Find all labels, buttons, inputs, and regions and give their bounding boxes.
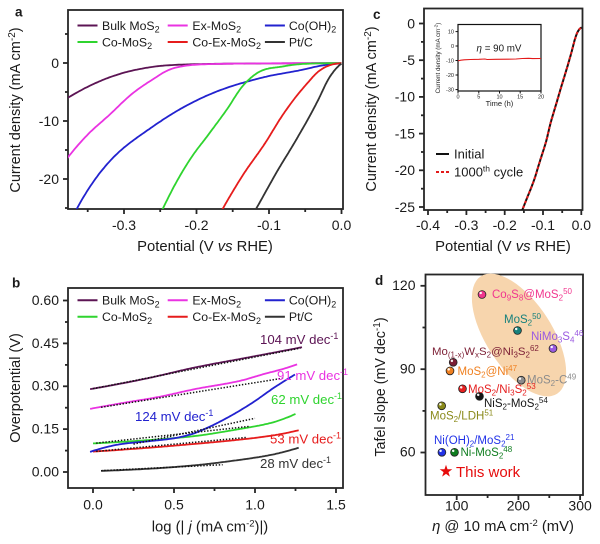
- svg-text:0.45: 0.45: [32, 335, 59, 351]
- svg-text:-20: -20: [39, 171, 59, 187]
- svg-text:Time (h): Time (h): [486, 99, 514, 108]
- svg-text:0.5: 0.5: [164, 497, 184, 513]
- svg-text:0.60: 0.60: [32, 292, 59, 308]
- svg-text:-0.3: -0.3: [454, 217, 478, 233]
- svg-text:Current density (mA cm-2​): Current density (mA cm-2​): [363, 26, 380, 191]
- svg-text:0.0: 0.0: [83, 497, 103, 513]
- svg-text:Current density (mA cm-2​): Current density (mA cm-2​): [7, 27, 24, 192]
- svg-text:Pt/C: Pt/C: [289, 35, 313, 49]
- svg-text:Ni(OH)2​/MoS2​21​: Ni(OH)2​/MoS2​21​: [434, 433, 515, 449]
- svg-text:120: 120: [392, 277, 416, 293]
- svg-text:-0.4: -0.4: [416, 217, 440, 233]
- svg-text:NiS2​-MoS2​54​: NiS2​-MoS2​54​: [484, 396, 548, 412]
- svg-text:0.15: 0.15: [32, 421, 59, 437]
- svg-text:Co9​S8​@MoS2​50​: Co9​S8​@MoS2​50​: [492, 287, 573, 303]
- svg-text:Tafel slope (mV dec-1​): Tafel slope (mV dec-1​): [372, 317, 389, 456]
- svg-text:b: b: [12, 276, 20, 291]
- svg-text:Potential (V vs RHE): Potential (V vs RHE): [435, 239, 571, 255]
- svg-text:5: 5: [477, 95, 480, 101]
- svg-text:Co-MoS2​: Co-MoS2​: [102, 310, 152, 326]
- svg-text:-10: -10: [395, 89, 415, 105]
- svg-text:Overpotential (V): Overpotential (V): [8, 333, 24, 443]
- svg-text:MoS2​/LDH51​: MoS2​/LDH51​: [430, 408, 494, 424]
- svg-text:-20: -20: [395, 162, 415, 178]
- svg-text:0.0: 0.0: [572, 217, 592, 233]
- svg-text:-10: -10: [446, 59, 454, 65]
- svg-text:-0.2: -0.2: [493, 217, 517, 233]
- svg-text:log (| j (mA cm-2​)|): log (| j (mA cm-2​)|): [152, 518, 269, 535]
- svg-text:Co-Ex-MoS2​: Co-Ex-MoS2​: [192, 35, 261, 51]
- svg-text:Pt/C: Pt/C: [289, 310, 313, 324]
- svg-text:200: 200: [507, 498, 531, 514]
- svg-text:-10: -10: [39, 113, 59, 129]
- svg-text:28 mV dec-1: 28 mV dec-1: [260, 455, 331, 471]
- svg-text:Potential (V vs RHE): Potential (V vs RHE): [137, 239, 273, 255]
- svg-text:1000th​ cycle: 1000th​ cycle: [454, 164, 523, 180]
- svg-text:-20: -20: [446, 73, 454, 79]
- svg-text:-0.1: -0.1: [531, 217, 555, 233]
- svg-text:0.30: 0.30: [32, 378, 59, 394]
- svg-text:η @ 10 mA cm-2​ (mV): η @ 10 mA cm-2​ (mV): [432, 518, 574, 535]
- svg-text:0: 0: [451, 44, 454, 50]
- svg-text:Co-MoS2​: Co-MoS2​: [102, 35, 152, 51]
- svg-text:This work: This work: [456, 464, 521, 481]
- svg-text:100: 100: [445, 498, 469, 514]
- svg-text:-5: -5: [403, 52, 416, 68]
- svg-text:Current density (mA cm-2​): Current density (mA cm-2​): [434, 23, 443, 94]
- svg-text:62 mV dec-1: 62 mV dec-1: [271, 391, 342, 407]
- svg-text:0: 0: [51, 55, 59, 71]
- svg-text:0.00: 0.00: [32, 463, 59, 479]
- svg-text:1.5: 1.5: [326, 497, 346, 513]
- svg-text:Ex-MoS2​: Ex-MoS2​: [192, 294, 241, 310]
- svg-text:0: 0: [456, 95, 459, 101]
- svg-text:15: 15: [517, 95, 523, 101]
- svg-text:Bulk MoS2​: Bulk MoS2​: [102, 19, 160, 35]
- svg-text:Ex-MoS2​: Ex-MoS2​: [192, 19, 241, 35]
- svg-text:91 mV dec-1: 91 mV dec-1: [277, 367, 348, 383]
- svg-text:10: 10: [448, 30, 454, 36]
- svg-text:a: a: [15, 5, 23, 20]
- svg-text:-0.3: -0.3: [112, 217, 136, 233]
- svg-text:Initial: Initial: [454, 147, 484, 162]
- svg-text:Co(OH)2​: Co(OH)2​: [289, 294, 336, 310]
- svg-text:60: 60: [400, 444, 416, 460]
- svg-text:d: d: [375, 273, 383, 288]
- svg-text:-30: -30: [446, 88, 454, 94]
- svg-text:124 mV dec-1: 124 mV dec-1: [135, 408, 213, 424]
- svg-text:-15: -15: [395, 125, 415, 141]
- svg-text:η = 90 mV: η = 90 mV: [477, 44, 522, 55]
- svg-text:Co-Ex-MoS2​: Co-Ex-MoS2​: [192, 310, 261, 326]
- svg-text:MoS2​/Ni3​S2​53​: MoS2​/Ni3​S2​53​: [468, 382, 536, 398]
- svg-text:53 mV dec-1: 53 mV dec-1: [270, 431, 341, 447]
- svg-text:MoS2​@Ni47​: MoS2​@Ni47​: [458, 364, 518, 380]
- svg-text:c: c: [373, 7, 381, 22]
- svg-text:-0.2: -0.2: [184, 217, 208, 233]
- svg-text:104 mV dec-1: 104 mV dec-1: [260, 331, 338, 347]
- svg-text:-0.1: -0.1: [257, 217, 281, 233]
- svg-text:MoS2​-C49​: MoS2​-C49​: [527, 372, 577, 388]
- svg-text:20: 20: [538, 95, 544, 101]
- svg-text:90: 90: [400, 360, 416, 376]
- svg-text:-25: -25: [395, 199, 415, 215]
- svg-text:0.0: 0.0: [332, 217, 352, 233]
- svg-text:0: 0: [407, 15, 415, 31]
- svg-text:Co(OH)2​: Co(OH)2​: [289, 19, 336, 35]
- svg-text:1.0: 1.0: [245, 497, 265, 513]
- svg-text:Bulk MoS2​: Bulk MoS2​: [102, 294, 160, 310]
- svg-text:300: 300: [568, 498, 592, 514]
- svg-text:10: 10: [496, 95, 502, 101]
